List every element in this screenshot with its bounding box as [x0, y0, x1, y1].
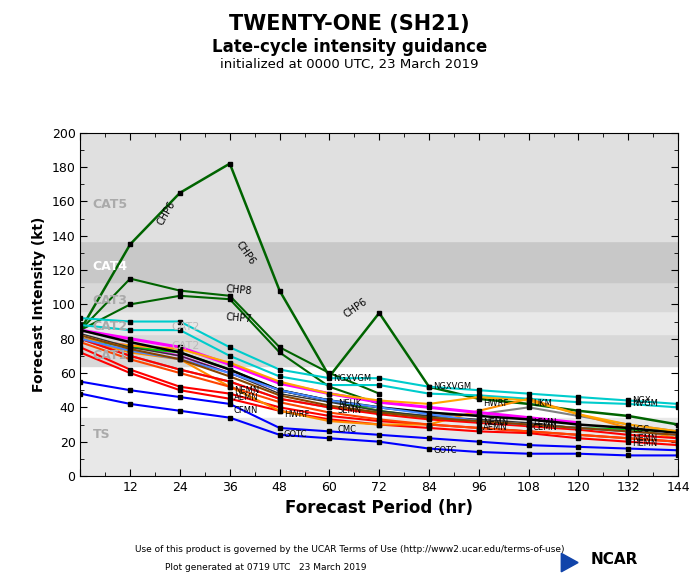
X-axis label: Forecast Period (hr): Forecast Period (hr) [285, 500, 473, 518]
Text: CAT3: CAT3 [93, 294, 128, 308]
Text: GOTC: GOTC [433, 446, 456, 455]
Text: CMC: CMC [338, 425, 356, 434]
Text: NEUK: NEUK [338, 399, 361, 409]
Text: NEMN: NEMN [234, 385, 259, 395]
Text: UKM: UKM [533, 399, 552, 409]
Bar [80, 334, 678, 366]
Polygon shape [561, 553, 578, 572]
Y-axis label: Forecast Intensity (kt): Forecast Intensity (kt) [32, 217, 46, 392]
Text: Late-cycle intensity guidance: Late-cycle intensity guidance [212, 38, 487, 55]
Bar [80, 241, 678, 282]
Text: CAT5: CAT5 [93, 198, 128, 211]
Text: CAT4: CAT4 [93, 260, 128, 273]
Text: CHP6: CHP6 [342, 296, 369, 320]
Text: CHP6: CHP6 [234, 239, 257, 267]
Text: NGX: NGX [633, 396, 651, 405]
Bar [80, 133, 678, 241]
Text: NVGM: NVGM [633, 399, 658, 409]
Text: CEMN: CEMN [533, 424, 558, 432]
Text: GOTC: GOTC [284, 430, 308, 439]
Text: NGXVGM: NGXVGM [433, 383, 471, 391]
Bar [80, 311, 678, 334]
Text: CAT2: CAT2 [93, 320, 128, 333]
Text: TS: TS [93, 428, 110, 441]
Text: CHP8: CHP8 [226, 284, 252, 297]
Text: initialized at 0000 UTC, 23 March 2019: initialized at 0000 UTC, 23 March 2019 [220, 58, 479, 71]
Text: HWRF: HWRF [483, 399, 508, 409]
Text: LGC: LGC [633, 425, 649, 434]
Text: CAT1: CAT1 [93, 349, 128, 362]
Text: TWENTY-ONE (SH21): TWENTY-ONE (SH21) [229, 14, 470, 35]
Text: CAT2: CAT2 [172, 340, 200, 351]
Bar [80, 282, 678, 311]
Text: Plot generated at 0719 UTC   23 March 2019: Plot generated at 0719 UTC 23 March 2019 [165, 563, 366, 572]
Text: CFMN: CFMN [234, 406, 259, 415]
Text: NEMN: NEMN [633, 434, 658, 443]
Text: AEMN: AEMN [483, 424, 507, 432]
Text: HEMN: HEMN [633, 439, 658, 448]
Text: SEMN: SEMN [338, 406, 362, 415]
Text: NGXVGM: NGXVGM [333, 374, 372, 383]
Text: CAT2: CAT2 [172, 322, 200, 332]
Bar [80, 418, 678, 476]
Text: LEMN: LEMN [533, 418, 556, 428]
Text: AEMN: AEMN [234, 392, 259, 402]
Text: NCAR: NCAR [591, 552, 638, 567]
Text: Use of this product is governed by the UCAR Terms of Use (http://www2.ucar.edu/t: Use of this product is governed by the U… [135, 545, 564, 554]
Text: NEMN: NEMN [483, 418, 508, 428]
Text: CHP7: CHP7 [226, 312, 253, 324]
Text: CHP6: CHP6 [155, 200, 177, 227]
Text: HWRF: HWRF [284, 410, 309, 419]
